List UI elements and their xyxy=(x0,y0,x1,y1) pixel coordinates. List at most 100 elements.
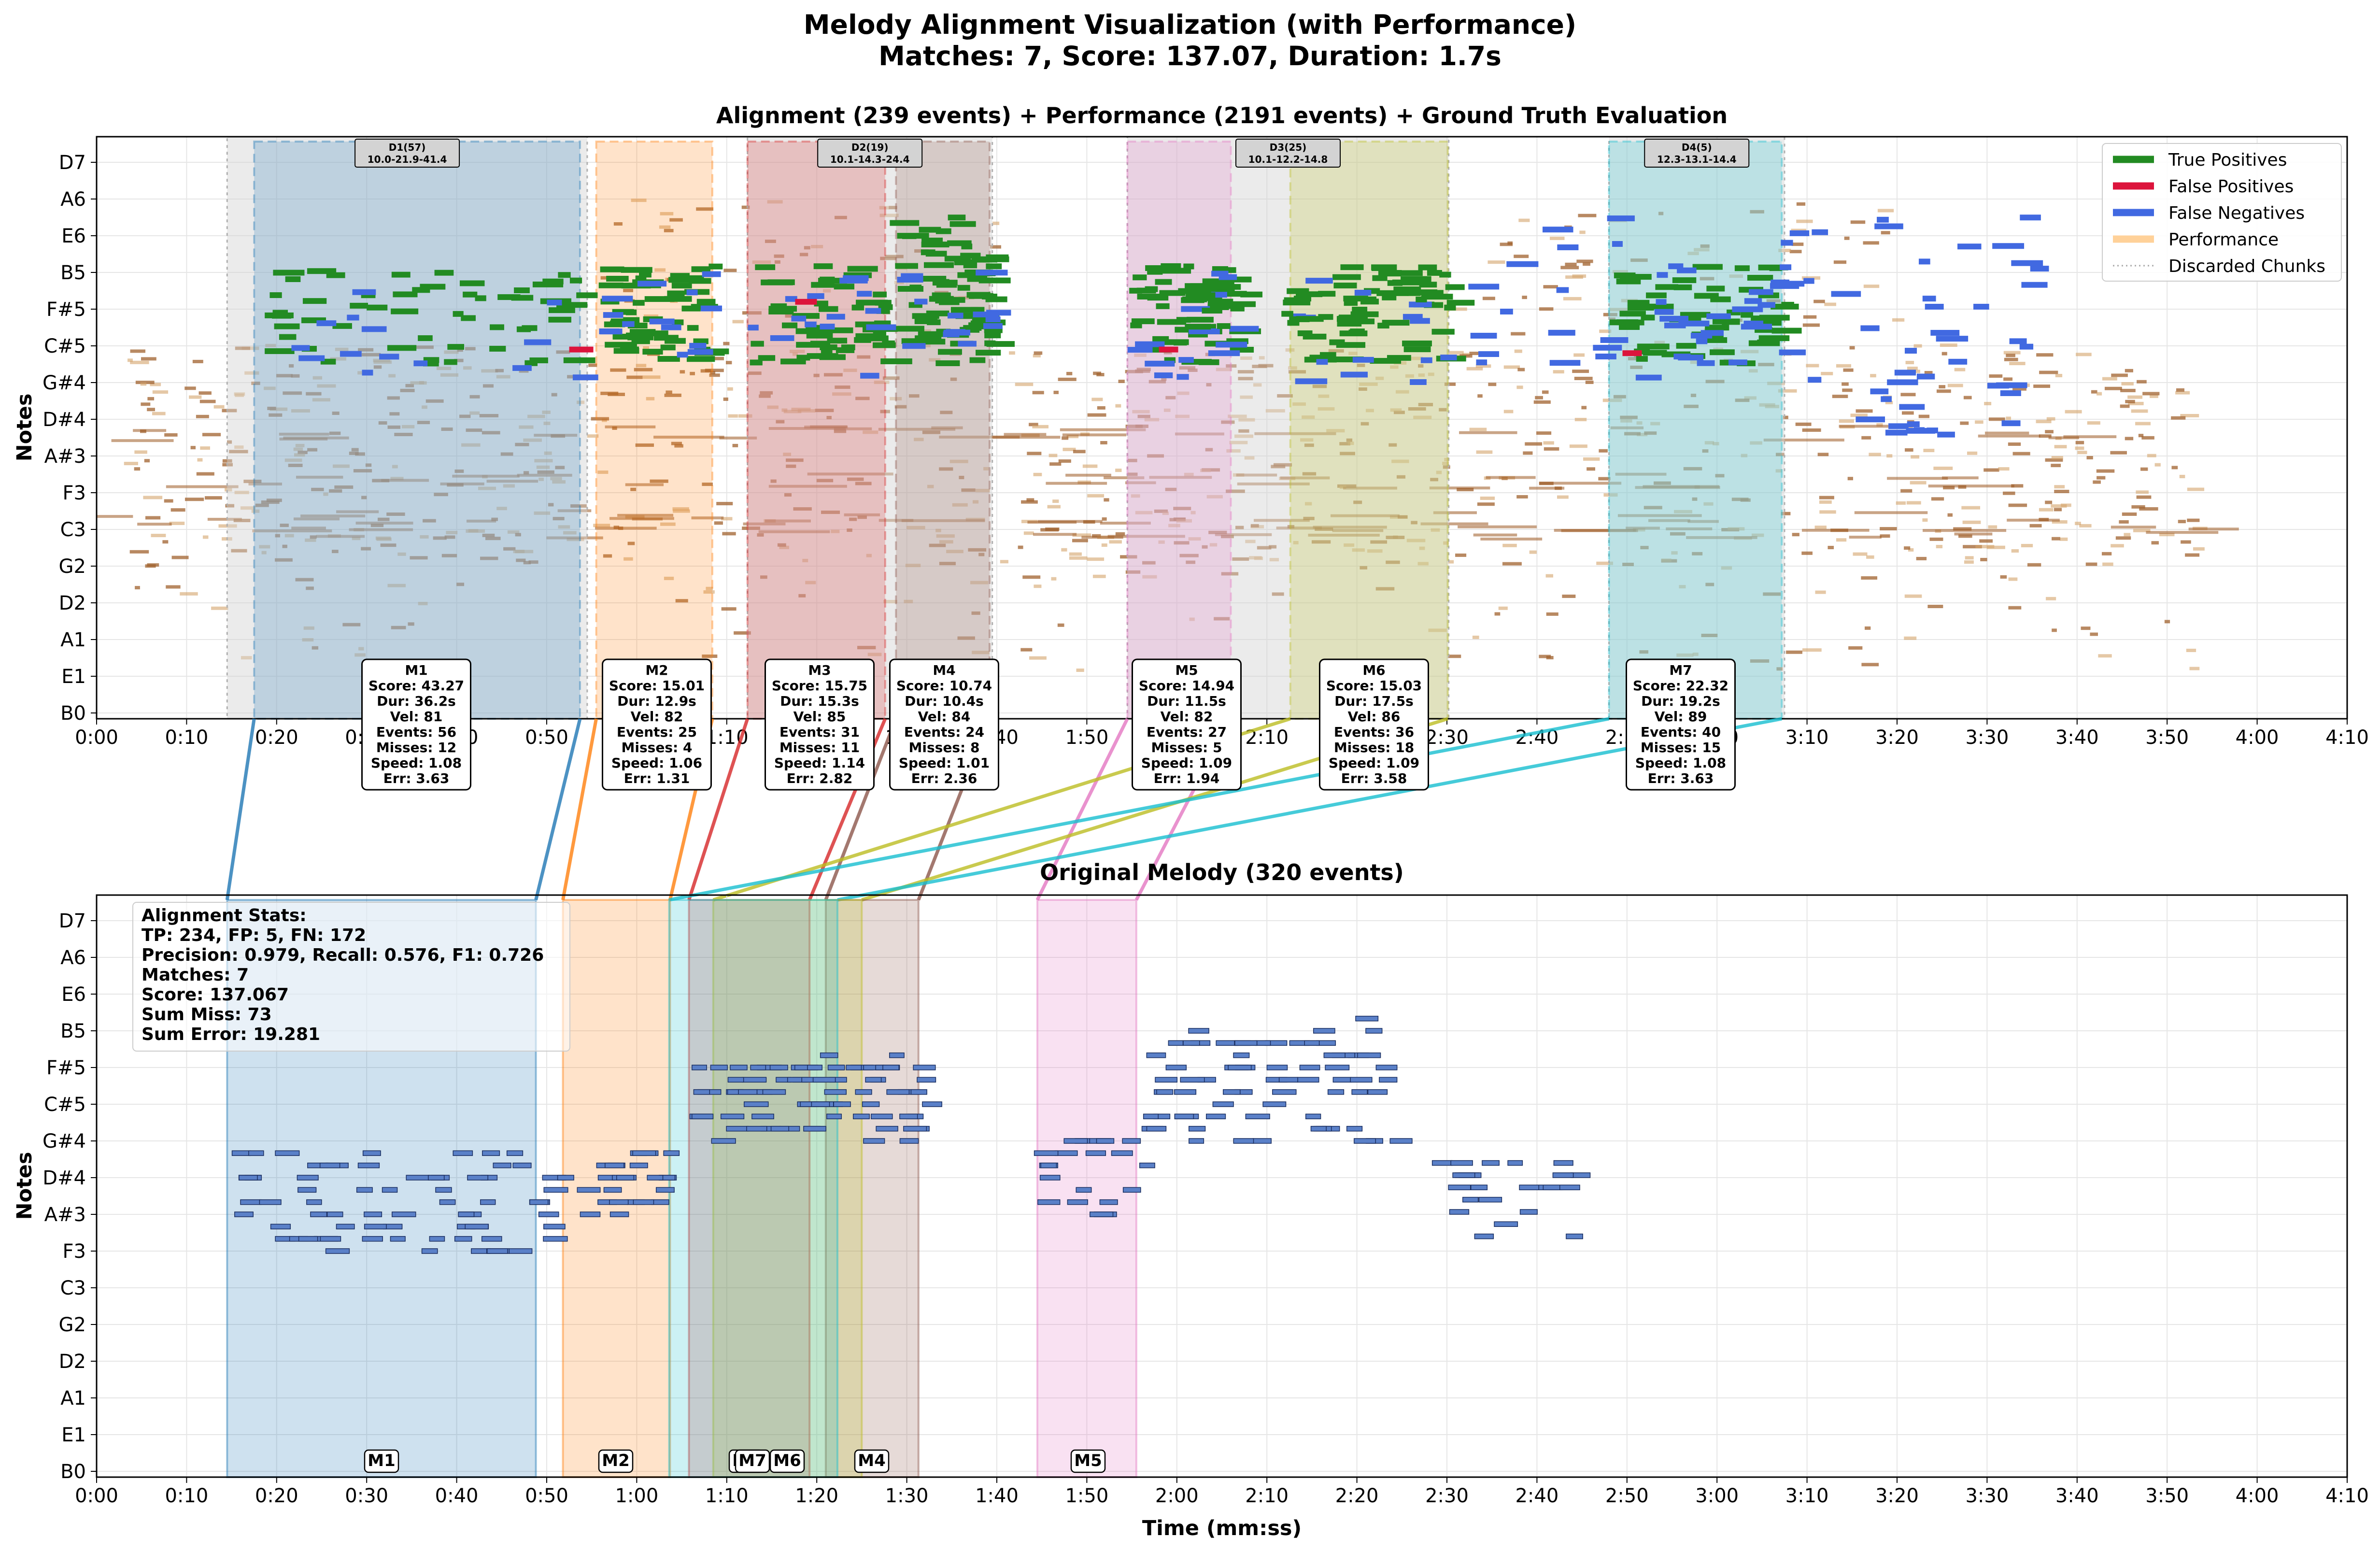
original-note xyxy=(538,1211,559,1217)
true-positive-note xyxy=(1155,279,1172,285)
performance-note xyxy=(1514,255,1529,258)
true-positive-note xyxy=(265,348,295,354)
performance-note xyxy=(151,534,166,538)
performance-note xyxy=(1574,418,1587,422)
performance-note xyxy=(316,535,365,538)
performance-note xyxy=(1154,509,1168,513)
original-note xyxy=(730,1065,748,1070)
performance-note xyxy=(130,360,149,364)
true-positive-note xyxy=(1747,275,1773,281)
true-positive-note xyxy=(1637,343,1670,350)
performance-note xyxy=(950,377,957,381)
performance-note xyxy=(1436,470,1442,474)
performance-note xyxy=(1961,506,1981,510)
original-note xyxy=(1494,1221,1518,1227)
performance-note xyxy=(798,594,806,598)
performance-note xyxy=(1092,574,1106,578)
performance-note xyxy=(1165,487,1177,491)
performance-note xyxy=(205,496,222,500)
performance-note xyxy=(1728,527,1745,531)
performance-note xyxy=(353,469,372,473)
original-note xyxy=(710,1065,728,1070)
performance-note xyxy=(137,523,172,526)
performance-note xyxy=(1125,570,1141,574)
false-negative-note xyxy=(361,326,387,332)
performance-note xyxy=(703,590,715,594)
original-note xyxy=(770,1125,789,1132)
performance-note xyxy=(241,346,259,350)
performance-note xyxy=(1292,402,1306,406)
true-positive-note xyxy=(391,308,419,314)
false-negative-note xyxy=(770,335,794,341)
true-positive-note xyxy=(606,275,629,282)
y-tick-label: B5 xyxy=(60,1020,86,1042)
performance-note xyxy=(519,369,529,373)
performance-note xyxy=(1397,515,1408,519)
true-positive-note xyxy=(1332,274,1361,280)
performance-note xyxy=(389,412,400,416)
original-note xyxy=(1379,1077,1398,1083)
true-positive-note xyxy=(1758,335,1790,342)
performance-note xyxy=(244,371,259,375)
performance-note xyxy=(2159,533,2175,537)
x-tick-label: 4:00 xyxy=(2236,726,2279,749)
performance-note xyxy=(166,585,181,589)
match-connector xyxy=(1035,718,1129,901)
performance-note xyxy=(1923,529,2007,532)
performance-note xyxy=(1442,461,1449,465)
true-positive-note xyxy=(1427,270,1442,276)
original-note xyxy=(1085,1150,1106,1156)
original-note xyxy=(439,1199,456,1205)
match-annotation-line: Score: 43.27 xyxy=(368,678,464,694)
original-note xyxy=(1189,1138,1204,1144)
false-negative-note xyxy=(1476,359,1488,366)
false-negative-note xyxy=(948,313,963,319)
performance-note xyxy=(1118,380,1125,384)
original-note xyxy=(231,1150,251,1156)
performance-note xyxy=(1980,557,1987,561)
performance-note xyxy=(927,484,934,488)
true-positive-note xyxy=(1421,294,1453,300)
performance-note xyxy=(1583,262,1590,266)
performance-note xyxy=(1147,454,1164,458)
x-tick-label: 0:50 xyxy=(525,726,568,749)
performance-note xyxy=(469,395,480,399)
false-negative-note xyxy=(1874,223,1903,229)
performance-note xyxy=(702,483,713,486)
performance-note xyxy=(440,482,484,485)
true-positive-note xyxy=(986,263,1002,270)
original-note xyxy=(577,1187,601,1193)
performance-note xyxy=(1791,242,1804,246)
performance-note xyxy=(454,358,464,362)
performance-note xyxy=(446,531,458,535)
performance-note xyxy=(1701,633,1718,637)
performance-note xyxy=(2081,626,2091,630)
performance-note xyxy=(2003,351,2021,355)
performance-note xyxy=(1686,536,1757,539)
performance-note xyxy=(1288,370,1306,374)
performance-note xyxy=(152,390,169,394)
false-negative-note xyxy=(1870,388,1889,395)
performance-note xyxy=(1750,441,1762,445)
false-negative-note xyxy=(958,341,977,347)
false-negative-note xyxy=(524,339,552,345)
performance-note xyxy=(434,493,448,497)
x-tick-label: 3:20 xyxy=(1875,726,1919,749)
performance-note xyxy=(235,346,251,350)
performance-note xyxy=(485,537,501,541)
false-negative-note xyxy=(1948,358,1968,365)
original-note xyxy=(1507,1160,1523,1166)
original-melody-chart: Original Melody (320 events) B0E1A1D2G2C… xyxy=(13,859,2369,1540)
false-negative-note xyxy=(1781,240,1793,246)
true-positive-note xyxy=(687,325,699,331)
performance-note xyxy=(317,384,336,388)
false-negative-note xyxy=(340,351,362,357)
performance-note xyxy=(1965,556,1974,560)
performance-note xyxy=(1330,514,1400,517)
true-positive-note xyxy=(984,340,996,346)
performance-note xyxy=(225,488,232,492)
performance-note xyxy=(1832,395,1848,399)
match-annotation-line: Err: 1.31 xyxy=(624,770,690,786)
performance-note xyxy=(542,411,551,414)
